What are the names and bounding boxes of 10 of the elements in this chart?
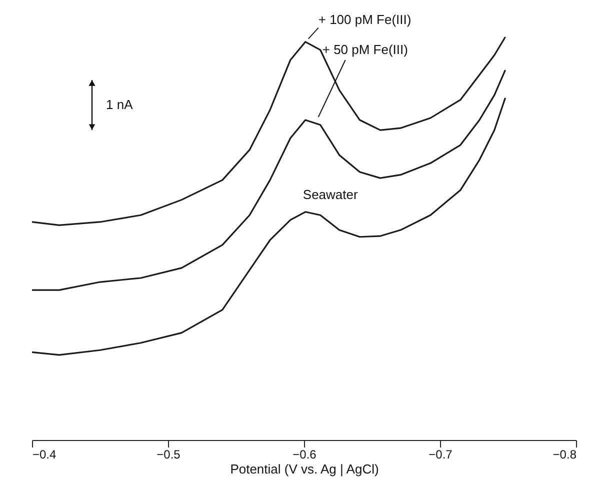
text: + 50 pM Fe(III): [322, 42, 408, 58]
x-tick-label: −0.5: [156, 448, 181, 462]
x-tick-label: −0.4: [32, 448, 57, 462]
series-label: Seawater: [302, 186, 358, 202]
annotation: 1 nA: [106, 97, 134, 112]
x-tick-label: −0.7: [428, 448, 453, 462]
x-axis-title: Potential (V vs. Ag | AgCl): [230, 462, 379, 476]
x-tick-label: −0.6: [292, 448, 317, 462]
x-tick-label: −0.8: [552, 448, 577, 462]
series-label: + 100 pM Fe(III): [318, 12, 412, 27]
